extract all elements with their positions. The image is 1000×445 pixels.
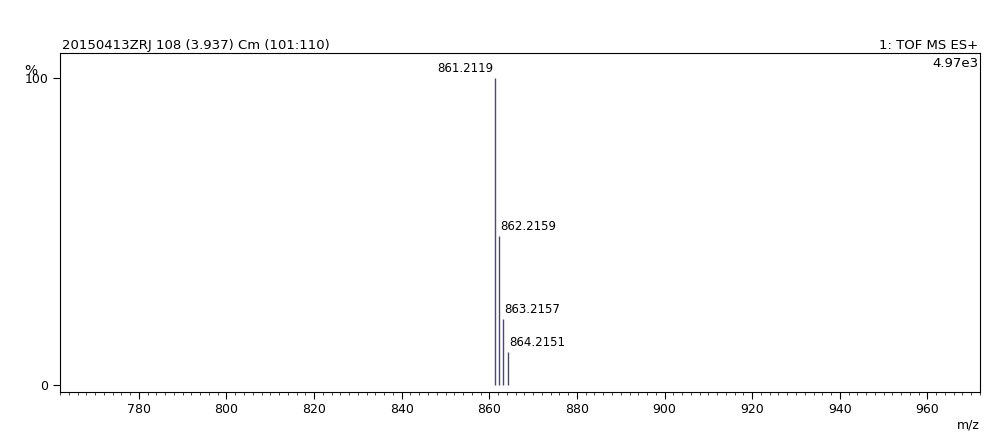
Text: 863.2157: 863.2157 bbox=[505, 303, 561, 316]
Text: 864.2151: 864.2151 bbox=[509, 336, 565, 348]
Text: m/z: m/z bbox=[957, 419, 980, 432]
Text: 862.2159: 862.2159 bbox=[500, 220, 556, 233]
Text: 4.97e3: 4.97e3 bbox=[932, 57, 978, 70]
Text: 1: TOF MS ES+: 1: TOF MS ES+ bbox=[879, 39, 978, 52]
Text: %: % bbox=[24, 64, 37, 77]
Text: 20150413ZRJ 108 (3.937) Cm (101:110): 20150413ZRJ 108 (3.937) Cm (101:110) bbox=[62, 39, 330, 52]
Text: 861.2119: 861.2119 bbox=[437, 62, 493, 75]
